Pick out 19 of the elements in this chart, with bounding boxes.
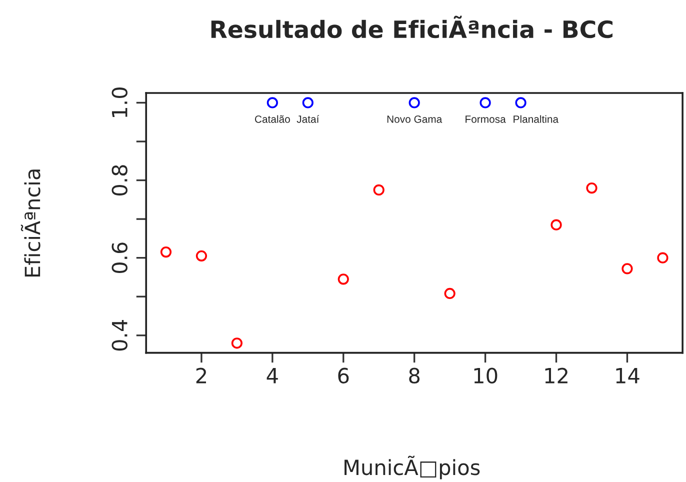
x-tick-label: 2 [196, 368, 206, 384]
annotation: Planaltina [514, 115, 559, 123]
x-tick-label: 4 [266, 368, 278, 384]
x-axis-title: MunicÃ□pios [344, 456, 480, 480]
chart-title: Resultado de EficiÃªncia - BCC [211, 16, 612, 38]
x-tick-label: 10 [474, 368, 498, 384]
y-axis-title: EficiÃªncia [20, 170, 40, 277]
x-tick-label: 14 [616, 368, 640, 384]
annotation: Novo Gama [387, 115, 442, 123]
y-tick-label: 0.8 [112, 165, 128, 196]
y-tick-label: 0.6 [112, 242, 128, 274]
y-tick-label: 1.0 [112, 88, 128, 117]
x-tick-label: 12 [545, 368, 568, 384]
annotation: Formosa [466, 116, 506, 123]
annotation: Jataí [296, 115, 320, 123]
x-tick-label: 6 [338, 368, 349, 384]
annotation: Catalão [255, 115, 290, 123]
x-tick-label: 8 [409, 368, 420, 384]
y-tick-label: 0.4 [112, 320, 128, 351]
